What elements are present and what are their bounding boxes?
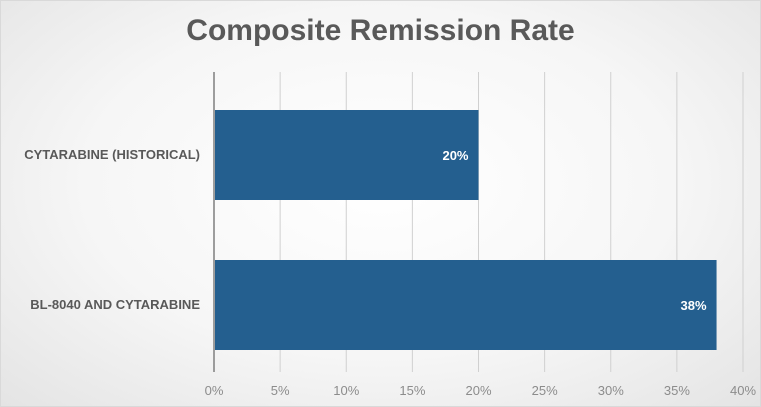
x-tick-label: 10% — [333, 383, 359, 398]
x-tick-label: 35% — [664, 383, 690, 398]
category-label: CYTARABINE (HISTORICAL) — [24, 147, 200, 162]
chart-title: Composite Remission Rate — [186, 14, 575, 47]
x-tick-label: 30% — [598, 383, 624, 398]
category-label: BL-8040 AND CYTARABINE — [30, 297, 200, 312]
data-label: 38% — [681, 298, 707, 313]
x-tick-label: 15% — [399, 383, 425, 398]
x-tick-label: 20% — [465, 383, 491, 398]
x-tick-label: 5% — [271, 383, 290, 398]
bar — [215, 260, 717, 350]
x-tick-label: 40% — [730, 383, 756, 398]
x-tick-label: 25% — [532, 383, 558, 398]
data-label: 20% — [442, 148, 468, 163]
bar — [215, 110, 479, 200]
x-tick-label: 0% — [205, 383, 224, 398]
